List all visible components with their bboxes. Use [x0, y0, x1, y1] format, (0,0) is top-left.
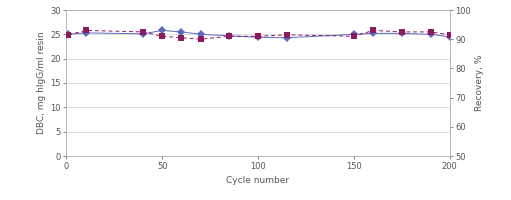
Y-axis label: DBC, mg hIgG/ml resin: DBC, mg hIgG/ml resin: [37, 32, 46, 134]
X-axis label: Cycle number: Cycle number: [226, 176, 290, 185]
Y-axis label: Recovery, %: Recovery, %: [475, 55, 484, 111]
